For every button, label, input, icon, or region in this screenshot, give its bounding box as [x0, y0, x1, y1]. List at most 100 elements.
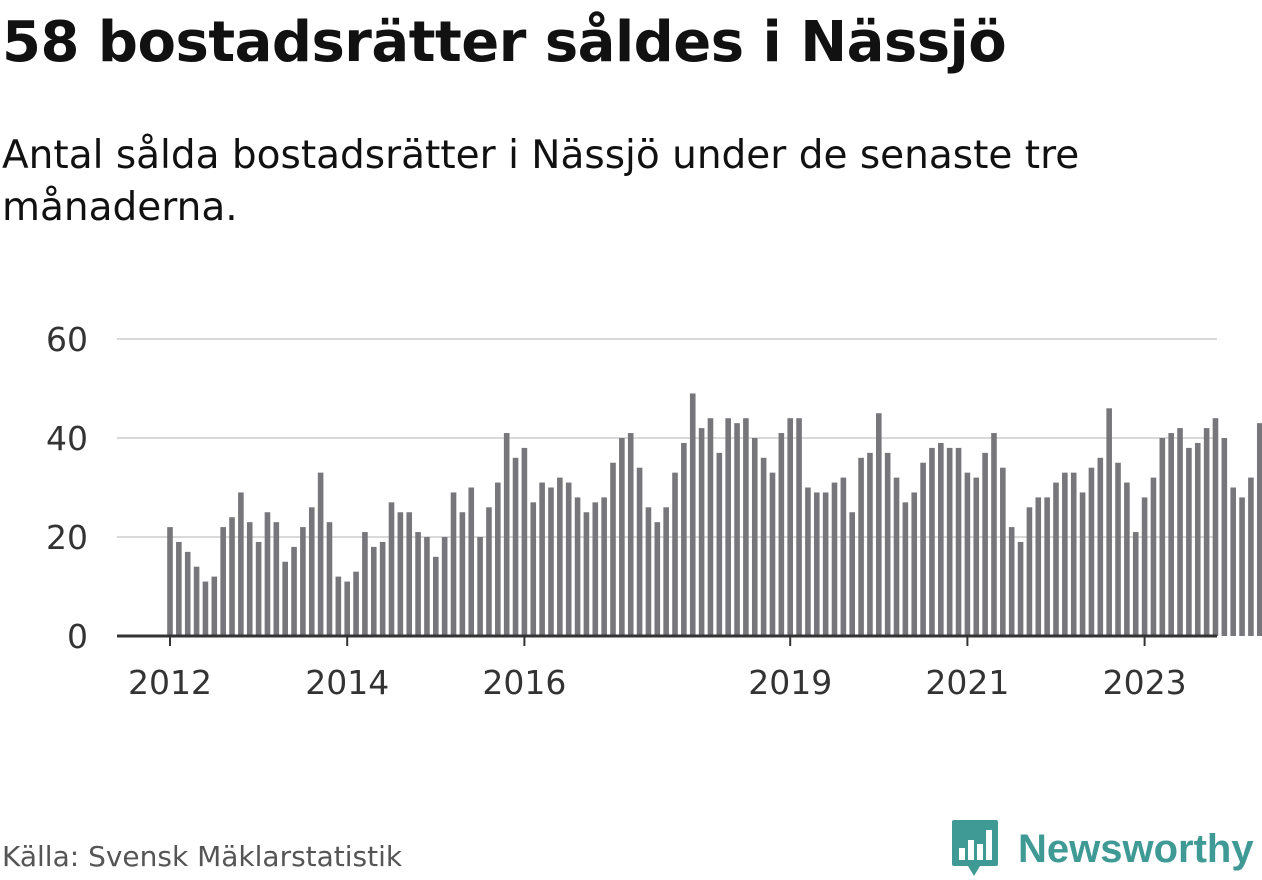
- bar: [1017, 541, 1024, 636]
- bar: [619, 438, 625, 636]
- newsworthy-logo-icon: [952, 820, 998, 876]
- bar: [1141, 497, 1148, 636]
- bar: [1070, 472, 1077, 636]
- x-tick-label: 2023: [1103, 663, 1187, 702]
- bar: [370, 546, 377, 636]
- bar: [1159, 438, 1166, 636]
- source-note: Källa: Svensk Mäklarstatistik: [2, 840, 403, 873]
- bar: [433, 556, 439, 636]
- x-tick-label: 2014: [305, 663, 389, 702]
- bar: [663, 507, 669, 636]
- bar: [955, 447, 962, 636]
- bar: [1168, 433, 1174, 636]
- bar: [388, 502, 395, 636]
- bar: [1097, 457, 1104, 636]
- bar: [397, 512, 404, 636]
- chart-subtitle: Antal sålda bostadsrätter i Nässjö under…: [2, 133, 1080, 230]
- bar: [1044, 497, 1050, 636]
- bar: [1000, 467, 1006, 636]
- bar: [1106, 408, 1112, 636]
- bar: [831, 482, 838, 636]
- bar: [849, 512, 856, 636]
- bar: [317, 472, 324, 636]
- bar: [654, 522, 661, 636]
- bar: [1124, 482, 1130, 636]
- bar: [1115, 462, 1121, 636]
- y-tick-label: 20: [46, 518, 88, 557]
- bar: [1256, 423, 1262, 636]
- bar: [1230, 487, 1236, 636]
- bar: [681, 442, 687, 636]
- bar: [902, 502, 909, 636]
- bar: [468, 487, 475, 636]
- bar: [1203, 428, 1210, 636]
- bar: [920, 462, 926, 636]
- bar: [1194, 442, 1201, 636]
- y-tick-label: 40: [46, 419, 88, 458]
- bar: [876, 413, 882, 636]
- bar: [1248, 477, 1254, 636]
- bar: [176, 541, 182, 636]
- x-tick-label: 2021: [925, 663, 1009, 702]
- brand-logo: Newsworthy: [950, 818, 1254, 880]
- bar: [973, 477, 980, 636]
- bar: [521, 447, 528, 636]
- bar: [495, 482, 501, 636]
- x-tick-label: 2012: [128, 663, 212, 702]
- bar: [512, 457, 519, 636]
- bar: [645, 507, 652, 636]
- bar: [1026, 507, 1033, 636]
- bar: [379, 541, 386, 636]
- bar: [282, 561, 288, 636]
- bar: [707, 418, 714, 636]
- bar: [167, 527, 173, 636]
- bar: [1053, 482, 1059, 636]
- bar: [911, 492, 918, 636]
- bar: [557, 477, 563, 636]
- bar: [1186, 447, 1192, 636]
- bar: [982, 452, 988, 636]
- bar: [1062, 472, 1068, 636]
- bar: [326, 522, 333, 636]
- bar: [308, 507, 315, 636]
- bar: [344, 581, 350, 636]
- bar: [725, 418, 731, 636]
- bar: [459, 512, 466, 636]
- bar: [1132, 532, 1139, 636]
- bar: [202, 581, 209, 636]
- bar: [565, 482, 572, 636]
- y-tick-label: 60: [46, 320, 88, 359]
- bar: [583, 512, 590, 636]
- bar: [548, 487, 554, 636]
- bar: [362, 532, 368, 636]
- bar: [938, 442, 944, 636]
- x-tick-label: 2016: [482, 663, 566, 702]
- y-tick-label: 0: [67, 617, 88, 656]
- bar: [716, 452, 723, 636]
- bar: [964, 472, 971, 636]
- bar: [884, 452, 891, 636]
- bar: [193, 566, 200, 636]
- bar: [1177, 428, 1183, 636]
- bar: [477, 537, 483, 636]
- bar: [1035, 497, 1042, 636]
- bar: [1239, 497, 1245, 636]
- bar: [1088, 467, 1095, 636]
- bar: [335, 576, 342, 636]
- bar: [610, 462, 616, 636]
- bar: [822, 492, 829, 636]
- chart-title: 58 bostadsrätter såldes i Nässjö: [2, 10, 1007, 75]
- bar: [503, 433, 510, 636]
- bar: [893, 477, 900, 636]
- x-tick-label: 2019: [748, 663, 832, 702]
- bar: [1212, 418, 1219, 636]
- bar: [486, 507, 492, 636]
- bar: [796, 418, 802, 636]
- bar: [805, 487, 811, 636]
- bar: [672, 472, 678, 636]
- bar: [946, 447, 953, 636]
- bar: [813, 492, 820, 636]
- bar: [769, 472, 776, 636]
- bar: [424, 537, 430, 636]
- bar: [184, 551, 191, 636]
